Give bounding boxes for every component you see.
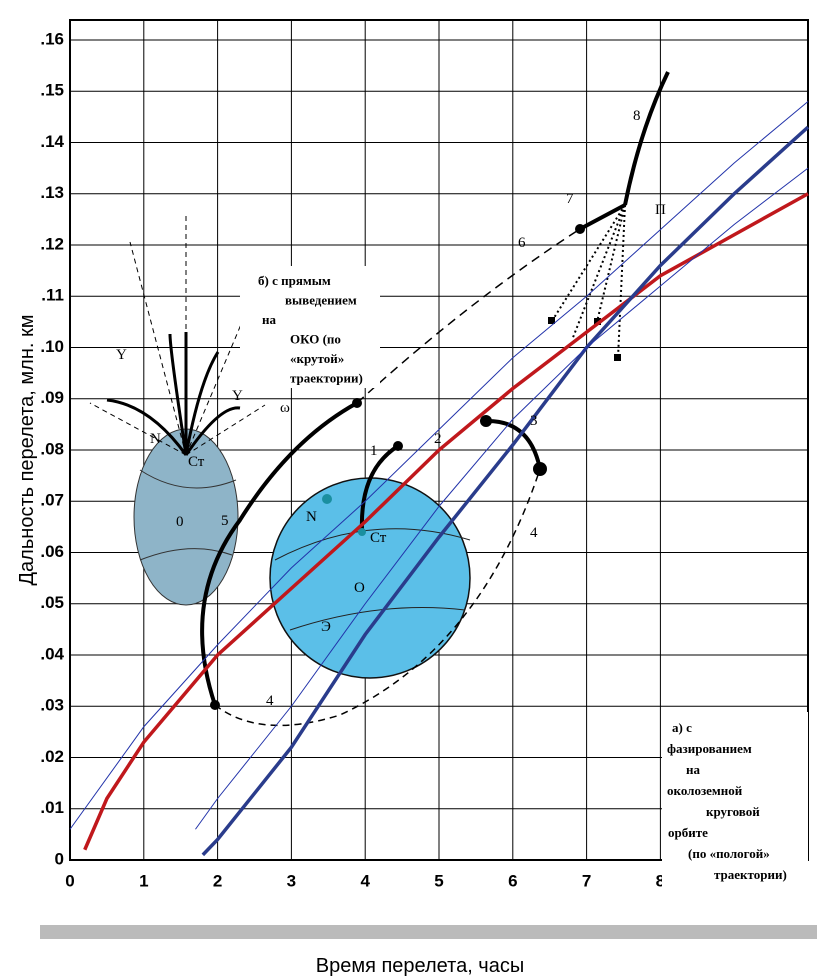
- diagram-label: N: [306, 509, 317, 525]
- diagram-label: 0: [176, 514, 184, 530]
- diagram-label: Y: [232, 388, 243, 404]
- y-tick-label: .12: [40, 234, 64, 253]
- x-tick-label: 2: [213, 871, 222, 890]
- diagram-label: 4: [530, 525, 538, 541]
- note-direct: «крутой»: [290, 351, 344, 366]
- note-phasing: на: [686, 762, 700, 777]
- diagram-label: Y: [116, 347, 127, 363]
- y-tick-label: .03: [40, 696, 64, 715]
- diagram-label: N: [150, 431, 161, 447]
- note-phasing: (по «пологой»: [688, 846, 770, 861]
- x-tick-label: 0: [65, 871, 74, 890]
- note-phasing: а) с: [672, 720, 692, 735]
- y-tick-label: .09: [40, 388, 64, 407]
- y-tick-label: 0: [55, 849, 64, 868]
- y-tick-label: .08: [40, 439, 64, 458]
- leg-8: [625, 72, 668, 205]
- diagram-label: ω: [280, 400, 290, 416]
- x-tick-label: 5: [434, 871, 443, 890]
- y-tick-label: .02: [40, 747, 64, 766]
- note-phasing: фазированием: [667, 741, 752, 756]
- x-tick-label: 1: [139, 871, 148, 890]
- y-tick-label: .15: [40, 81, 64, 100]
- y-tick-label: .10: [40, 337, 64, 356]
- diagram-label: 2: [434, 431, 442, 447]
- diagram-label: 5: [221, 513, 229, 529]
- diagram-label: O: [354, 580, 365, 596]
- diagram-label: Э: [321, 619, 331, 635]
- transfer-6: [357, 229, 580, 403]
- diagram-label: 7: [566, 191, 574, 207]
- y-tick-label: .14: [40, 132, 64, 151]
- diagram-label: 1: [370, 443, 378, 459]
- y-tick-label: .07: [40, 491, 64, 510]
- note-phasing: околоземной: [667, 783, 743, 798]
- diagram-label: 3: [530, 413, 538, 429]
- x-axis-label: Время перелета, часы: [316, 955, 524, 977]
- x-tick-label: 3: [287, 871, 296, 890]
- x-tick-label: 4: [360, 871, 370, 890]
- diagram-label: П: [655, 202, 666, 218]
- note-direct: б) с прямым: [258, 273, 331, 288]
- note-phasing: орбите: [668, 825, 708, 840]
- dotted-rays: [552, 205, 625, 358]
- chart: Дальность перелета, млн. км Время переле…: [0, 0, 817, 979]
- small-vectors: [90, 215, 265, 455]
- note-direct: ОКО (по: [290, 332, 341, 347]
- note-phasing: траектории): [714, 867, 787, 882]
- y-tick-label: .01: [40, 798, 64, 817]
- diagram-label: 6: [518, 235, 526, 251]
- note-phasing: круговой: [706, 804, 760, 819]
- y-tick-label: .16: [40, 29, 64, 48]
- note-bg: [662, 712, 808, 890]
- y-tick-label: .06: [40, 542, 64, 561]
- y-tick-label: .05: [40, 593, 64, 612]
- diagram-label: Ст: [370, 530, 387, 546]
- y-tick-label: .04: [40, 644, 64, 663]
- diagram-label: 4: [266, 693, 274, 709]
- x-tick-label: 6: [508, 871, 517, 890]
- shadow-bar: [40, 925, 817, 939]
- diagram-label: Ст: [188, 454, 205, 470]
- x-tick-label: 7: [582, 871, 591, 890]
- y-tick-label: .11: [41, 286, 64, 305]
- y-tick-label: .13: [40, 183, 64, 202]
- diagram-label: 8: [633, 108, 641, 124]
- node-n: [322, 494, 332, 504]
- note-direct: траектории): [290, 371, 363, 386]
- note-direct: на: [262, 312, 276, 327]
- note-direct: выведением: [285, 293, 357, 308]
- earth: [270, 478, 470, 678]
- y-axis-label: Дальность перелета, млн. км: [16, 315, 38, 586]
